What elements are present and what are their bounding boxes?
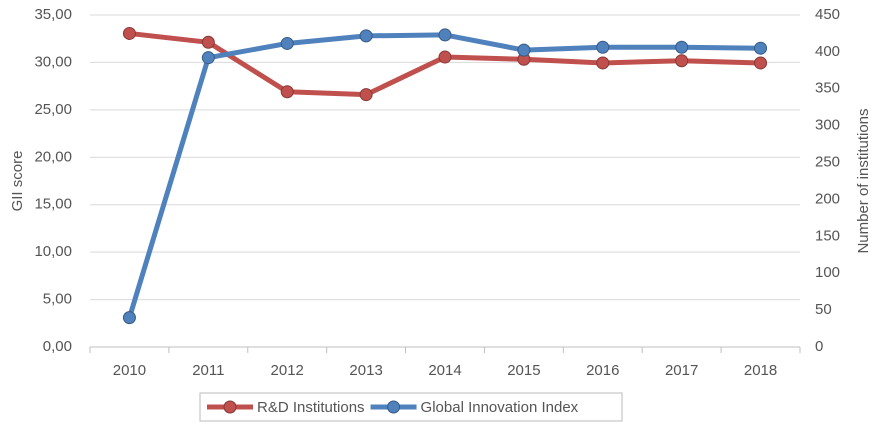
data-point (517, 43, 531, 57)
data-point (122, 311, 136, 325)
y-tick-label: 15,00 (34, 196, 72, 213)
y2-tick-label: 100 (815, 264, 840, 281)
data-point (280, 85, 294, 99)
y2-tick-label: 450 (815, 6, 840, 23)
data-point (438, 50, 452, 64)
x-tick-label: 2016 (586, 362, 619, 379)
data-point (280, 36, 294, 50)
series-line (127, 32, 761, 319)
data-point (201, 35, 215, 49)
data-point (122, 26, 136, 40)
y-axis-label: GII score (9, 151, 26, 212)
y2-tick-label: 400 (815, 43, 840, 60)
y-tick-label: 35,00 (34, 6, 72, 23)
x-tick-label: 2014 (428, 362, 461, 379)
data-point (359, 29, 373, 43)
data-point (754, 41, 768, 55)
data-point (201, 51, 215, 65)
data-point (754, 56, 768, 70)
y2-axis-label: Number of institutions (855, 108, 872, 253)
y2-tick-label: 350 (815, 80, 840, 97)
y-tick-label: 25,00 (34, 101, 72, 118)
y-tick-label: 10,00 (34, 243, 72, 260)
x-tick-label: 2018 (744, 362, 777, 379)
x-tick-label: 2017 (665, 362, 698, 379)
x-tick-label: 2013 (349, 362, 382, 379)
y-tick-label: 0,00 (43, 338, 72, 355)
y-tick-label: 20,00 (34, 148, 72, 165)
data-point (675, 40, 689, 54)
y2-tick-label: 200 (815, 190, 840, 207)
data-point (438, 28, 452, 42)
y2-tick-label: 50 (815, 301, 832, 318)
x-tick-label: 2015 (507, 362, 540, 379)
data-point (359, 88, 373, 102)
y2-tick-label: 300 (815, 117, 840, 134)
legend-label: Global Innovation Index (421, 399, 579, 416)
x-tick-label: 2011 (192, 362, 224, 379)
data-point (596, 40, 610, 54)
data-point (596, 56, 610, 70)
y2-tick-label: 250 (815, 154, 840, 171)
y2-tick-label: 0 (815, 338, 823, 355)
data-point (675, 54, 689, 68)
legend-label: R&D Institutions (257, 399, 365, 416)
series-line (129, 30, 761, 98)
legend-marker (223, 400, 237, 414)
y2-tick-label: 150 (815, 227, 840, 244)
x-tick-label: 2010 (113, 362, 146, 379)
legend-marker (387, 400, 401, 414)
x-tick-label: 2012 (271, 362, 304, 379)
y-tick-label: 5,00 (43, 291, 72, 308)
y-tick-label: 30,00 (34, 53, 72, 70)
